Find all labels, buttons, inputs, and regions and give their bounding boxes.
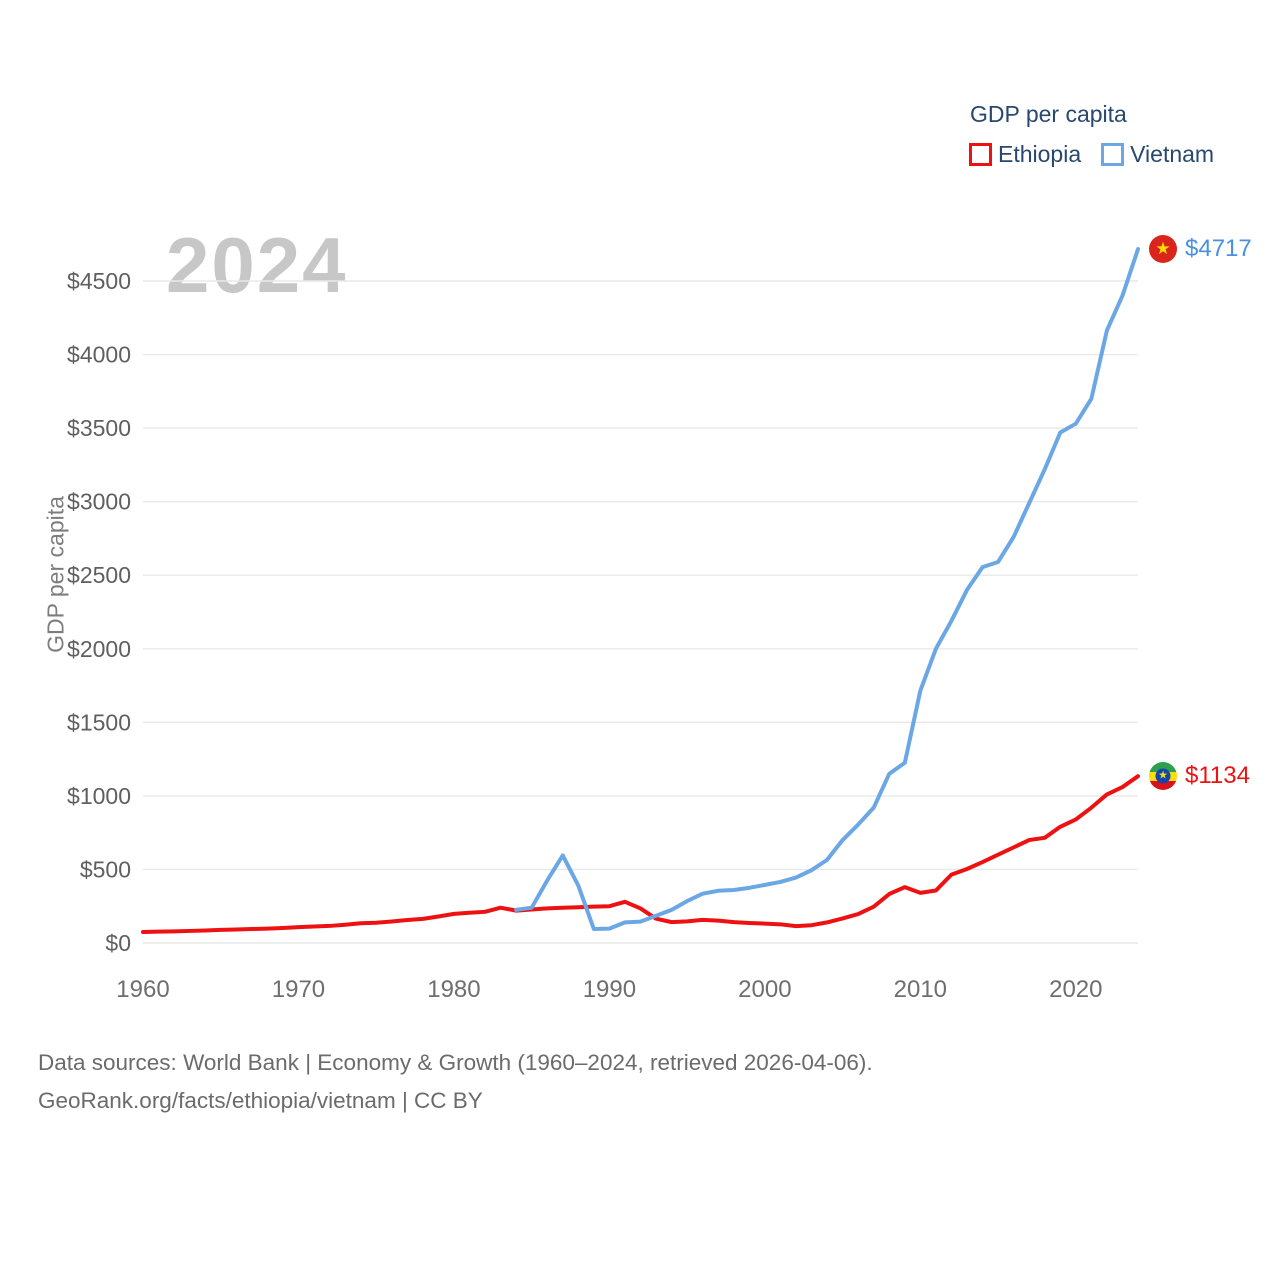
- x-tick-label: 1970: [272, 976, 325, 1003]
- legend-item-ethiopia[interactable]: Ethiopia: [969, 141, 1081, 168]
- footer: Data sources: World Bank | Economy & Gro…: [38, 1044, 873, 1120]
- vietnam-swatch-icon: [1101, 143, 1125, 166]
- legend-item-vietnam[interactable]: Vietnam: [1101, 141, 1214, 168]
- x-tick-label: 2020: [1049, 976, 1102, 1003]
- series-line-vietnam[interactable]: [514, 247, 1140, 932]
- x-tick-label: 2010: [894, 976, 947, 1003]
- y-tick-label: $1000: [67, 783, 131, 809]
- y-axis-title: GDP per capita: [42, 496, 69, 653]
- ethiopia-end-value: $1134: [1185, 762, 1250, 790]
- x-tick-label: 1960: [116, 976, 169, 1003]
- y-tick-label: $4500: [67, 268, 131, 294]
- x-tick-label: 2000: [738, 976, 791, 1003]
- y-tick-label: $2500: [67, 562, 131, 588]
- footer-url-line: GeoRank.org/facts/ethiopia/vietnam | CC …: [38, 1088, 483, 1113]
- y-tick-label: $2000: [67, 636, 131, 662]
- vietnam-end-value: $4717: [1185, 235, 1252, 263]
- ethiopia-swatch-icon: [969, 143, 992, 166]
- y-tick-label: $500: [80, 856, 131, 882]
- legend-title: GDP per capita: [970, 101, 1127, 127]
- y-tick-label: $3000: [67, 489, 131, 515]
- legend-label-ethiopia: Ethiopia: [998, 141, 1082, 167]
- series-line-ethiopia[interactable]: [141, 774, 1140, 934]
- y-tick-label: $4000: [67, 342, 131, 368]
- legend: GDP per capita Ethiopia Vietnam: [969, 101, 1214, 168]
- footer-source-line: Data sources: World Bank | Economy & Gro…: [38, 1050, 873, 1075]
- y-tick-label: $0: [105, 930, 131, 956]
- ethiopia-flag-icon: ★: [1149, 762, 1177, 791]
- year-watermark: 2024: [166, 221, 348, 309]
- y-tick-label: $1500: [67, 709, 131, 735]
- vietnam-end-label: ★ $4717: [1149, 235, 1252, 264]
- x-tick-label: 1980: [427, 976, 480, 1003]
- y-tick-label: $3500: [67, 415, 131, 441]
- x-tick-label: 1990: [583, 976, 636, 1003]
- vietnam-flag-icon: ★: [1149, 235, 1177, 264]
- ethiopia-end-label: ★ $1134: [1149, 762, 1250, 791]
- legend-items: Ethiopia Vietnam: [969, 141, 1214, 168]
- legend-label-vietnam: Vietnam: [1130, 141, 1215, 167]
